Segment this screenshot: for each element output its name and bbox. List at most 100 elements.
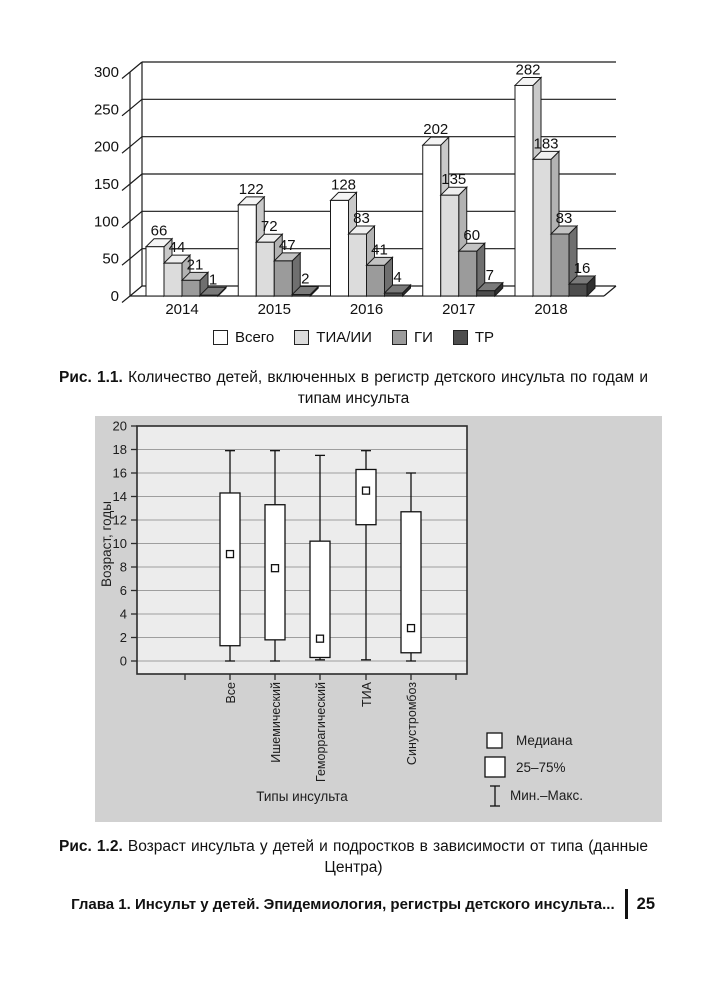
bar-value-label: 135 bbox=[441, 171, 466, 188]
x-tick-label: 2014 bbox=[165, 301, 198, 318]
bar-value-label: 60 bbox=[463, 227, 480, 244]
bar-ТИА/ИИ-2017 bbox=[440, 194, 460, 297]
median-marker bbox=[225, 549, 235, 559]
bar-ГИ-2018 bbox=[550, 233, 570, 297]
y-tick-label: 14 bbox=[113, 489, 127, 504]
bar-chart-legend: Всего ТИА/ИИ ГИ ТР bbox=[0, 329, 707, 346]
legend-label: Всего bbox=[234, 329, 275, 346]
x-tick-label: 2018 bbox=[534, 301, 567, 318]
x-category-label: Синустромбоз bbox=[405, 682, 419, 765]
iqr-box bbox=[355, 468, 377, 526]
y-tick-label: 4 bbox=[120, 607, 127, 622]
bar-Всего-2015 bbox=[237, 204, 257, 297]
bar-ТР-2016 bbox=[384, 292, 403, 297]
bar-value-label: 128 bbox=[331, 176, 356, 193]
bar-ГИ-2014 bbox=[181, 279, 201, 297]
bar-ТИА/ИИ-2015 bbox=[255, 241, 275, 297]
bar-ГИ-2017 bbox=[458, 250, 478, 297]
box-plot-legend: Медиана 25–75% Мин.–Макс. bbox=[484, 732, 583, 807]
legend-label: ГИ bbox=[413, 329, 433, 346]
median-legend-icon bbox=[486, 732, 503, 749]
bar-group-2018: 282 183 83 16 2018 bbox=[513, 61, 597, 318]
bar-ТИА/ИИ-2018 bbox=[532, 158, 552, 297]
x-tick-label: 2015 bbox=[258, 301, 291, 318]
iqr-box bbox=[219, 492, 241, 647]
bar-value-label: 183 bbox=[533, 135, 558, 152]
box-Ишемический: Ишемический bbox=[264, 450, 286, 763]
bar-ТИА/ИИ-2014 bbox=[163, 262, 183, 297]
box-ТИА: ТИА bbox=[355, 450, 377, 707]
legend-label: 25–75% bbox=[516, 760, 566, 775]
bar-value-label: 83 bbox=[556, 210, 573, 227]
y-tick-label: 0 bbox=[111, 288, 119, 305]
chapter-title: Глава 1. Инсульт у детей. Эпидемиология,… bbox=[71, 895, 615, 913]
y-tick-label: 300 bbox=[94, 64, 119, 81]
figure-1-1-text: Количество детей, включенных в регистр д… bbox=[128, 369, 648, 407]
bar-value-label: 16 bbox=[574, 260, 591, 277]
x-category-label: Геморрагический bbox=[314, 682, 328, 782]
y-tick-label: 0 bbox=[120, 654, 127, 669]
y-tick-label: 18 bbox=[113, 442, 127, 457]
bar-Всего-2014 bbox=[145, 246, 165, 297]
median-marker bbox=[270, 564, 280, 573]
bar-ТР-2014 bbox=[199, 294, 219, 297]
legend-label: Медиана bbox=[516, 733, 573, 748]
bar-ТР-2018 bbox=[568, 283, 588, 297]
y-tick-label: 6 bbox=[120, 583, 127, 598]
legend-swatch-icon bbox=[294, 330, 310, 345]
y-tick-label: 12 bbox=[113, 513, 127, 528]
y-tick-label: 100 bbox=[94, 213, 119, 230]
figure-1-2-label: Рис. 1.2. bbox=[59, 838, 123, 855]
iqr-box bbox=[400, 511, 422, 654]
bar-value-label: 7 bbox=[486, 267, 494, 284]
legend-label: Мин.–Макс. bbox=[510, 788, 583, 803]
y-tick-label: 50 bbox=[102, 251, 119, 268]
median-marker bbox=[361, 486, 371, 495]
bar-value-label: 72 bbox=[261, 218, 278, 235]
bar-value-label: 2 bbox=[301, 271, 309, 288]
page-footer: Глава 1. Инсульт у детей. Эпидемиология,… bbox=[71, 888, 655, 920]
median-marker bbox=[315, 634, 325, 643]
box-Синустромбоз: Синустромбоз bbox=[400, 472, 422, 765]
legend-item-ТР: ТР bbox=[452, 329, 495, 346]
iqr-box bbox=[309, 540, 331, 659]
y-tick-label: 250 bbox=[94, 101, 119, 118]
y-tick-label: 16 bbox=[113, 466, 127, 481]
x-category-label: Ишемический bbox=[269, 682, 283, 763]
axes-frame bbox=[136, 425, 468, 675]
bar-value-label: 4 bbox=[393, 269, 401, 286]
box-Все: Все bbox=[219, 450, 241, 704]
bar-ТР-2017 bbox=[476, 290, 496, 297]
y-tick-label: 10 bbox=[113, 536, 127, 551]
bar-Всего-2018 bbox=[514, 84, 534, 297]
y-tick-label: 2 bbox=[120, 630, 127, 645]
bar-group-2017: 202 135 60 7 2017 bbox=[421, 121, 504, 318]
bar-ТР-2015 bbox=[291, 294, 311, 297]
bar-ТИА/ИИ-2016 bbox=[348, 233, 367, 297]
legend-item-Всего: Всего bbox=[212, 329, 275, 346]
box-Геморрагический: Геморрагический bbox=[309, 454, 331, 782]
bar-Всего-2016 bbox=[330, 199, 349, 297]
figure-1-2-text: Возраст инсульта у детей и подростков в … bbox=[127, 838, 648, 876]
bar-value-label: 21 bbox=[187, 256, 204, 273]
y-tick-label: 150 bbox=[94, 176, 119, 193]
bar-chart-figure: 0501001502002503006644211201412272472201… bbox=[94, 61, 617, 318]
legend-item-ГИ: ГИ bbox=[391, 329, 433, 346]
y-tick-label: 8 bbox=[120, 560, 127, 575]
y-tick-label: 20 bbox=[113, 419, 127, 434]
legend-swatch-icon bbox=[212, 330, 228, 345]
x-tick-label: 2017 bbox=[442, 301, 475, 318]
legend-swatch-icon bbox=[452, 330, 468, 345]
figure-1-2-caption: Рис. 1.2. Возраст инсульта у детей и под… bbox=[59, 836, 648, 878]
figure-1-1-caption: Рис. 1.1. Количество детей, включенных в… bbox=[59, 367, 648, 409]
iqr-legend-icon bbox=[484, 756, 506, 778]
page-number: 25 bbox=[636, 894, 655, 913]
bar-value-label: 44 bbox=[169, 239, 186, 256]
bar-ГИ-2016 bbox=[366, 264, 385, 297]
legend-label: ТР bbox=[474, 329, 495, 346]
y-tick-label: 200 bbox=[94, 139, 119, 156]
legend-label: ТИА/ИИ bbox=[316, 329, 372, 346]
